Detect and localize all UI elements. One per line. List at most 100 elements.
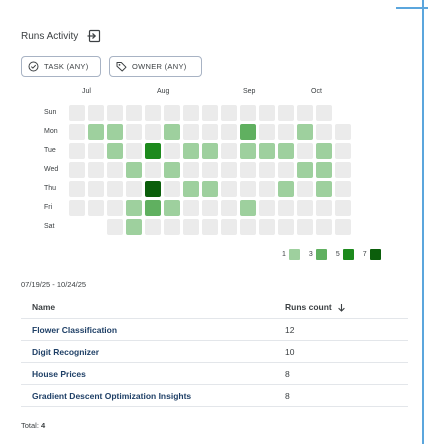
calendar-cell[interactable] (297, 143, 313, 159)
calendar-cell[interactable] (259, 124, 275, 140)
calendar-cell[interactable] (69, 162, 85, 178)
calendar-cell[interactable] (259, 200, 275, 216)
expand-icon[interactable] (87, 29, 101, 43)
calendar-cell[interactable] (240, 200, 256, 216)
calendar-cell[interactable] (278, 181, 294, 197)
calendar-cell[interactable] (240, 219, 256, 235)
calendar-cell[interactable] (164, 219, 180, 235)
calendar-cell[interactable] (183, 162, 199, 178)
calendar-cell[interactable] (69, 200, 85, 216)
calendar-cell[interactable] (126, 143, 142, 159)
calendar-cell[interactable] (259, 105, 275, 121)
calendar-cell[interactable] (278, 124, 294, 140)
calendar-cell[interactable] (316, 143, 332, 159)
calendar-cell[interactable] (69, 105, 85, 121)
calendar-cell[interactable] (316, 200, 332, 216)
row-name-link[interactable]: Digit Recognizer (32, 346, 100, 357)
calendar-cell[interactable] (221, 124, 237, 140)
calendar-cell[interactable] (335, 200, 351, 216)
calendar-cell[interactable] (316, 124, 332, 140)
calendar-cell[interactable] (335, 162, 351, 178)
calendar-cell[interactable] (221, 219, 237, 235)
calendar-cell[interactable] (183, 181, 199, 197)
calendar-cell[interactable] (202, 181, 218, 197)
calendar-cell[interactable] (221, 143, 237, 159)
calendar-cell[interactable] (259, 143, 275, 159)
calendar-cell[interactable] (202, 162, 218, 178)
calendar-cell[interactable] (183, 124, 199, 140)
calendar-cell[interactable] (126, 162, 142, 178)
calendar-cell[interactable] (69, 124, 85, 140)
calendar-cell[interactable] (164, 181, 180, 197)
row-name-link[interactable]: Flower Classification (32, 324, 118, 335)
owner-filter-button[interactable]: OWNER (ANY) (109, 56, 202, 77)
calendar-cell[interactable] (221, 200, 237, 216)
calendar-cell[interactable] (88, 200, 104, 216)
calendar-cell[interactable] (297, 124, 313, 140)
calendar-cell[interactable] (164, 162, 180, 178)
calendar-cell[interactable] (278, 219, 294, 235)
calendar-cell[interactable] (107, 124, 123, 140)
calendar-cell[interactable] (107, 105, 123, 121)
calendar-cell[interactable] (107, 181, 123, 197)
calendar-cell[interactable] (240, 162, 256, 178)
calendar-cell[interactable] (221, 105, 237, 121)
calendar-cell[interactable] (183, 105, 199, 121)
calendar-cell[interactable] (107, 200, 123, 216)
calendar-cell[interactable] (88, 181, 104, 197)
calendar-cell[interactable] (164, 124, 180, 140)
calendar-cell[interactable] (145, 181, 161, 197)
calendar-cell[interactable] (88, 105, 104, 121)
calendar-cell[interactable] (240, 181, 256, 197)
calendar-cell[interactable] (202, 124, 218, 140)
calendar-cell[interactable] (202, 219, 218, 235)
calendar-cell[interactable] (240, 124, 256, 140)
calendar-cell[interactable] (126, 181, 142, 197)
calendar-cell[interactable] (316, 181, 332, 197)
sort-down-icon[interactable] (337, 303, 346, 312)
calendar-cell[interactable] (335, 181, 351, 197)
calendar-cell[interactable] (107, 219, 123, 235)
calendar-cell[interactable] (145, 200, 161, 216)
calendar-cell[interactable] (164, 105, 180, 121)
calendar-cell[interactable] (69, 181, 85, 197)
calendar-cell[interactable] (221, 181, 237, 197)
calendar-cell[interactable] (335, 219, 351, 235)
calendar-cell[interactable] (297, 181, 313, 197)
calendar-cell[interactable] (259, 162, 275, 178)
calendar-cell[interactable] (316, 219, 332, 235)
calendar-cell[interactable] (278, 105, 294, 121)
calendar-cell[interactable] (316, 162, 332, 178)
calendar-cell[interactable] (145, 124, 161, 140)
calendar-cell[interactable] (297, 105, 313, 121)
row-name-link[interactable]: House Prices (32, 368, 86, 379)
calendar-cell[interactable] (221, 162, 237, 178)
calendar-cell[interactable] (126, 219, 142, 235)
calendar-cell[interactable] (240, 143, 256, 159)
row-name-link[interactable]: Gradient Descent Optimization Insights (32, 390, 192, 401)
calendar-cell[interactable] (297, 162, 313, 178)
calendar-cell[interactable] (202, 143, 218, 159)
calendar-cell[interactable] (278, 143, 294, 159)
calendar-cell[interactable] (259, 219, 275, 235)
column-header-runs[interactable]: Runs count (285, 302, 408, 312)
calendar-cell[interactable] (107, 143, 123, 159)
calendar-cell[interactable] (335, 143, 351, 159)
calendar-cell[interactable] (145, 219, 161, 235)
calendar-cell[interactable] (259, 181, 275, 197)
calendar-cell[interactable] (278, 200, 294, 216)
calendar-cell[interactable] (145, 105, 161, 121)
calendar-cell[interactable] (278, 162, 294, 178)
calendar-cell[interactable] (164, 143, 180, 159)
calendar-cell[interactable] (88, 143, 104, 159)
calendar-cell[interactable] (69, 143, 85, 159)
calendar-cell[interactable] (316, 105, 332, 121)
task-filter-button[interactable]: TASK (ANY) (21, 56, 101, 77)
calendar-cell[interactable] (126, 105, 142, 121)
calendar-cell[interactable] (88, 162, 104, 178)
calendar-cell[interactable] (183, 219, 199, 235)
calendar-cell[interactable] (126, 200, 142, 216)
calendar-cell[interactable] (202, 105, 218, 121)
calendar-cell[interactable] (335, 124, 351, 140)
calendar-cell[interactable] (88, 124, 104, 140)
